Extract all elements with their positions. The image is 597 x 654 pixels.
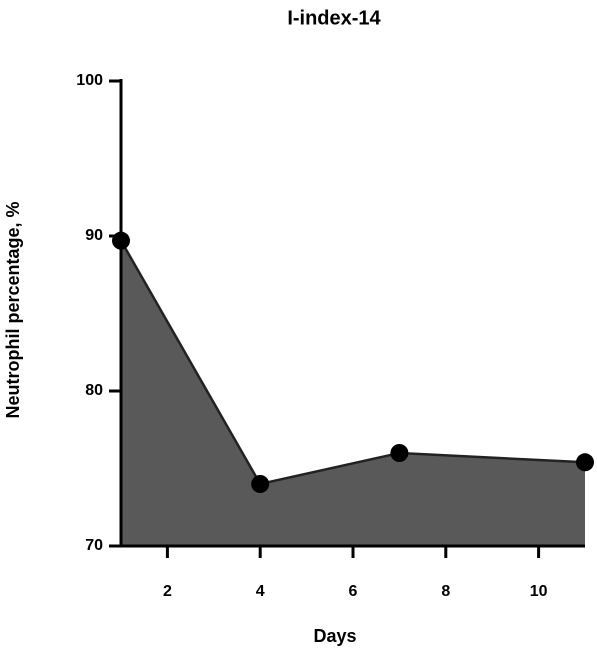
area-fill	[121, 240, 585, 546]
marker	[251, 475, 270, 493]
x-tick-label: 4	[256, 583, 265, 600]
y-axis-label: Neutrophil percentage, %	[3, 201, 23, 418]
marker	[390, 444, 409, 462]
line	[119, 240, 586, 486]
chart-title: I-index-14	[287, 7, 381, 29]
x-axis-label: Days	[313, 626, 356, 646]
y-tick-label: 90	[85, 227, 103, 244]
marker	[576, 453, 594, 472]
y-tick-label: 80	[85, 382, 103, 399]
x-tick-label: 8	[441, 583, 450, 600]
x-tick-label: 2	[163, 583, 172, 600]
y-tick-label: 100	[76, 72, 103, 89]
x-tick-label: 6	[349, 583, 358, 600]
x-tick-label: 10	[530, 583, 548, 600]
y-tick-label: 70	[85, 537, 103, 554]
